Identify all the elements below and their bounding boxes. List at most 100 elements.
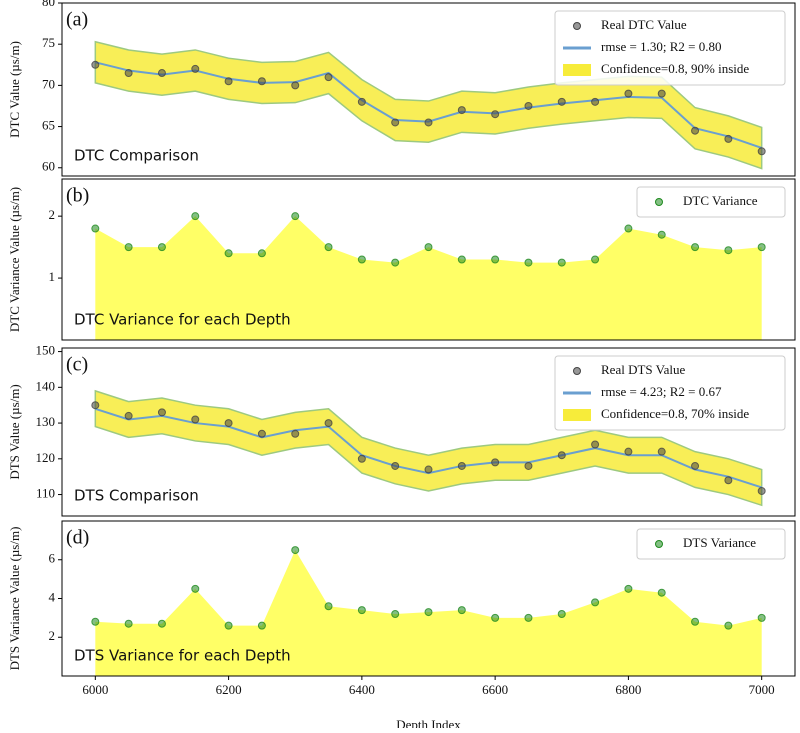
legend-label: DTS Variance [683,535,756,550]
y-tick-label: 60 [42,159,55,174]
confidence-band [94,40,763,170]
point [357,606,366,615]
x-tick-label: 6600 [482,682,508,697]
point [657,588,666,597]
point [224,249,233,258]
legend-label: Confidence=0.8, 70% inside [601,406,749,421]
point [357,454,366,463]
x-tick-label: 6400 [349,682,375,697]
point [257,429,266,438]
confidence-band [94,389,763,507]
plot-area [91,212,766,340]
point [257,249,266,258]
point [291,81,300,90]
point [424,608,433,617]
point [257,621,266,630]
point [724,476,733,485]
y-tick-label: 130 [36,414,56,429]
point [757,243,766,252]
point [491,110,500,119]
legend-marker [573,367,581,375]
point [624,224,633,233]
point [324,419,333,428]
legend-marker [563,409,591,421]
y-tick-label: 6 [49,551,56,566]
point [91,401,100,410]
point [324,73,333,82]
point [557,451,566,460]
y-tick-label: 1 [49,269,56,284]
legend-marker [655,540,663,548]
point [424,118,433,127]
annotation: DTS Comparison [74,487,199,505]
variance-area [95,216,762,340]
plot-area [91,389,766,507]
plot-area [91,40,766,170]
y-tick-label: 70 [42,76,55,91]
point [291,429,300,438]
y-tick-label: 4 [49,589,56,604]
panel-label: (a) [66,9,88,31]
annotation: DTC Comparison [74,147,199,165]
point [191,584,200,593]
point [157,69,166,78]
legend-box [554,10,786,86]
point [291,212,300,221]
point [424,243,433,252]
point [424,465,433,474]
point [357,255,366,264]
point [157,619,166,628]
x-tick-label: 6200 [216,682,242,697]
plot-area [91,546,766,676]
point [191,415,200,424]
point [691,617,700,626]
y-axis-label: DTC Value (µs/m) [7,41,22,138]
point [691,461,700,470]
point [624,584,633,593]
point [591,255,600,264]
legend-label: Confidence=0.8, 90% inside [601,61,749,76]
legend-label: rmse = 1.30; R2 = 0.80 [601,39,721,54]
x-tick-label: 7000 [749,682,775,697]
axes-frame [61,178,796,341]
point [557,258,566,267]
point [91,60,100,69]
point [457,461,466,470]
point [724,134,733,143]
axes-frame [61,2,796,177]
point [157,243,166,252]
point [591,97,600,106]
point [591,440,600,449]
point [524,461,533,470]
annotation: DTS Variance for each Depth [74,647,291,665]
point [757,486,766,495]
point [757,613,766,622]
legend-label: Real DTS Value [601,362,685,377]
point [457,606,466,615]
point [124,69,133,78]
point [124,243,133,252]
point [324,602,333,611]
legend-label: rmse = 4.23; R2 = 0.67 [601,384,722,399]
y-tick-label: 150 [36,343,56,358]
y-axis-label: DTS Value (µs/m) [7,384,22,479]
annotation: DTC Variance for each Depth [74,311,291,329]
point [757,147,766,156]
axes-frame [61,347,796,517]
point [324,243,333,252]
point [657,89,666,98]
point [224,419,233,428]
point [391,461,400,470]
point [657,447,666,456]
legend-marker [573,22,581,30]
point [457,106,466,115]
y-tick-label: 65 [42,118,55,133]
panel-label: (c) [66,354,88,376]
panel-label: (d) [66,527,89,549]
point [91,617,100,626]
y-tick-label: 140 [36,378,56,393]
point [491,458,500,467]
panel-label: (b) [66,185,89,207]
point [391,118,400,127]
